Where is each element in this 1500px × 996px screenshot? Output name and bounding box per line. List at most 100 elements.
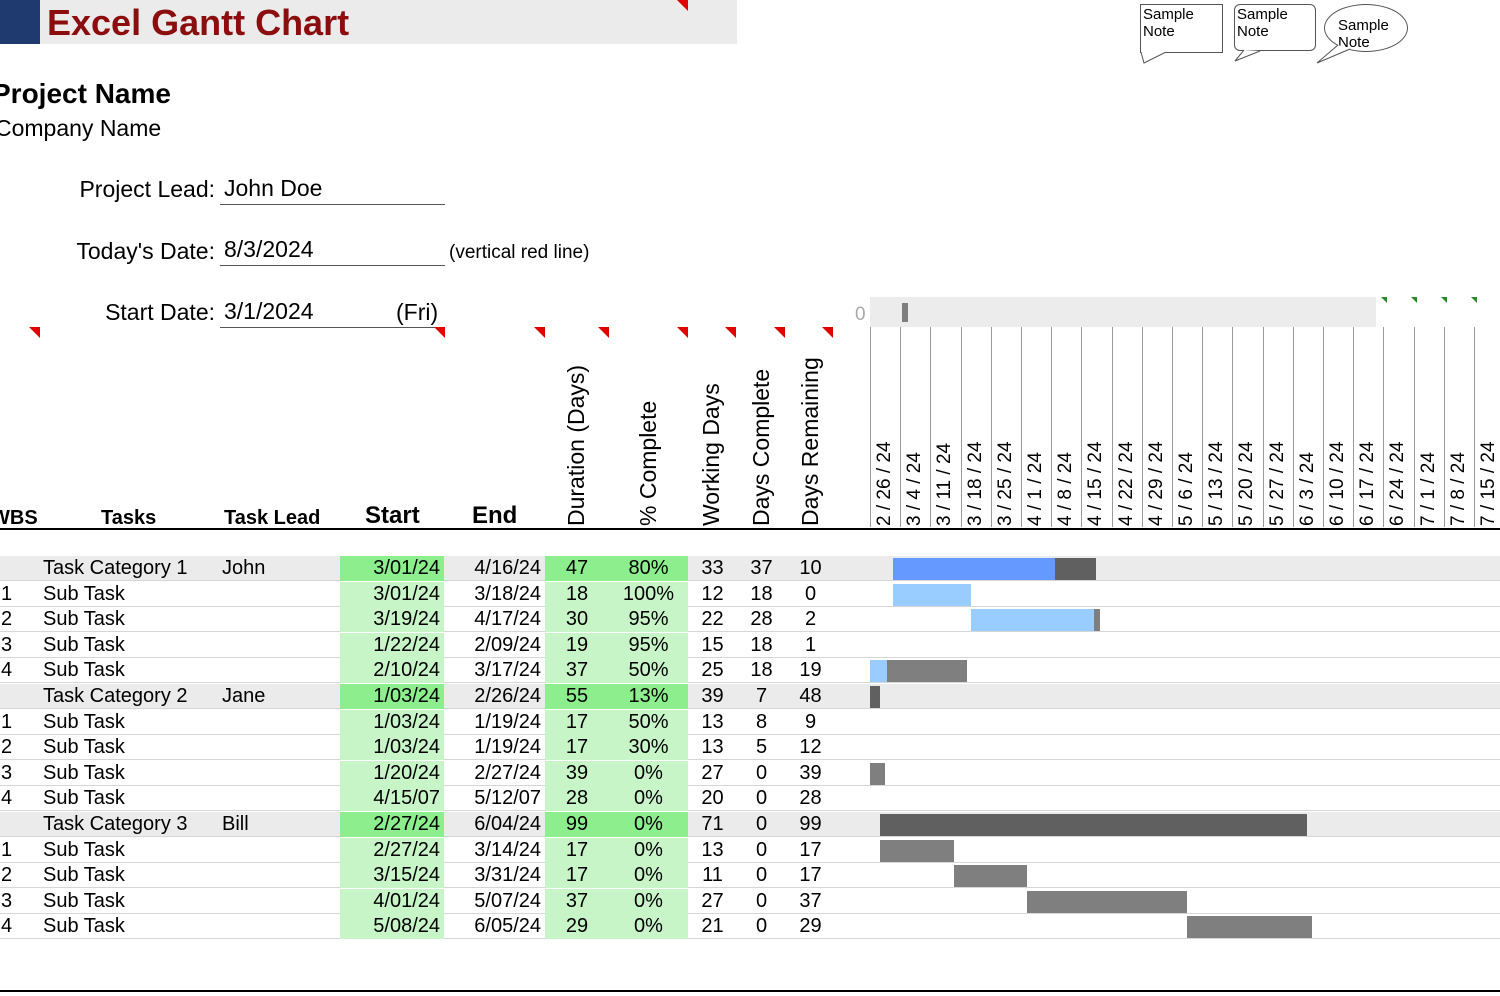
end-cell[interactable]: 6/05/24: [474, 915, 541, 938]
duration-cell[interactable]: 17: [545, 735, 609, 761]
wbs-cell[interactable]: 1: [1, 710, 13, 733]
days-remaining-cell[interactable]: 17: [799, 838, 822, 861]
task-name-cell[interactable]: Task Category 1: [43, 557, 188, 579]
wbs-cell[interactable]: [1, 556, 31, 581]
wbs-cell[interactable]: 4: [1, 915, 13, 938]
days-remaining-cell[interactable]: 0: [804, 582, 817, 605]
end-cell[interactable]: 2/09/24: [474, 633, 541, 656]
days-complete-cell[interactable]: 18: [750, 633, 773, 656]
project-lead-field[interactable]: John Doe: [220, 175, 445, 205]
wbs-cell[interactable]: [1, 812, 31, 837]
days-complete-cell[interactable]: 18: [750, 659, 773, 682]
scrollbar-thumb[interactable]: [902, 303, 908, 322]
duration-cell[interactable]: 29: [545, 914, 609, 940]
start-cell[interactable]: 1/20/24: [340, 760, 444, 786]
sample-note-3[interactable]: Sample Note: [1324, 4, 1408, 52]
working-days-cell[interactable]: 12: [701, 582, 724, 605]
end-cell[interactable]: 1/19/24: [474, 710, 541, 733]
start-cell[interactable]: 3/01/24: [340, 556, 444, 581]
days-complete-cell[interactable]: 0: [755, 838, 768, 861]
task-lead-cell[interactable]: Bill: [222, 813, 249, 835]
days-complete-cell[interactable]: 0: [755, 761, 768, 784]
task-lead-cell[interactable]: [222, 761, 332, 786]
task-lead-cell[interactable]: [222, 914, 332, 939]
wbs-cell[interactable]: 3: [1, 633, 13, 656]
task-row[interactable]: 4 Sub Task 2/10/24 3/17/24 37 50% 25 18 19: [0, 658, 1500, 684]
task-name-cell[interactable]: Sub Task: [43, 761, 125, 784]
duration-cell[interactable]: 19: [545, 632, 609, 658]
working-days-cell[interactable]: 33: [701, 557, 724, 579]
task-lead-cell[interactable]: [222, 786, 332, 811]
working-days-cell[interactable]: 27: [701, 761, 724, 784]
end-cell[interactable]: 3/17/24: [474, 659, 541, 682]
working-days-cell[interactable]: 39: [701, 685, 724, 707]
task-name-cell[interactable]: Sub Task: [43, 633, 125, 656]
end-cell[interactable]: 4/16/24: [474, 557, 541, 579]
task-lead-cell[interactable]: [222, 863, 332, 888]
task-row[interactable]: 2 Sub Task 1/03/24 1/19/24 17 30% 13 5 12: [0, 735, 1500, 761]
days-complete-cell[interactable]: 37: [750, 557, 773, 579]
task-name-cell[interactable]: Sub Task: [43, 864, 125, 887]
duration-cell[interactable]: 99: [545, 812, 609, 837]
days-complete-cell[interactable]: 28: [750, 608, 773, 631]
task-name-cell[interactable]: Task Category 3: [43, 813, 188, 835]
end-cell[interactable]: 2/26/24: [474, 685, 541, 707]
percent-complete-cell[interactable]: 0%: [609, 837, 688, 863]
duration-cell[interactable]: 39: [545, 760, 609, 786]
timeline-scrollbar[interactable]: [870, 297, 1376, 327]
comment-marker-icon[interactable]: [774, 327, 785, 338]
days-complete-cell[interactable]: 0: [755, 889, 768, 912]
working-days-cell[interactable]: 27: [701, 889, 724, 912]
wbs-cell[interactable]: 4: [1, 787, 13, 810]
duration-cell[interactable]: 17: [545, 837, 609, 863]
task-name-cell[interactable]: Sub Task: [43, 889, 125, 912]
end-cell[interactable]: 5/12/07: [474, 787, 541, 810]
days-complete-cell[interactable]: 8: [755, 710, 768, 733]
task-row[interactable]: 1 Sub Task 3/01/24 3/18/24 18 100% 12 18 0: [0, 581, 1500, 607]
task-name-cell[interactable]: Sub Task: [43, 736, 125, 759]
start-cell[interactable]: 1/03/24: [340, 684, 444, 709]
percent-complete-cell[interactable]: 0%: [609, 914, 688, 940]
percent-complete-cell[interactable]: 0%: [609, 786, 688, 812]
wbs-cell[interactable]: 2: [1, 608, 13, 631]
task-row[interactable]: 3 Sub Task 1/22/24 2/09/24 19 95% 15 18 1: [0, 632, 1500, 658]
task-name-cell[interactable]: Sub Task: [43, 582, 125, 605]
days-remaining-cell[interactable]: 9: [804, 710, 817, 733]
end-cell[interactable]: 3/14/24: [474, 838, 541, 861]
comment-marker-icon[interactable]: [677, 327, 688, 338]
task-lead-cell[interactable]: [222, 658, 332, 683]
percent-complete-cell[interactable]: 0%: [609, 760, 688, 786]
sample-note-2[interactable]: Sample Note: [1234, 4, 1316, 51]
task-name-cell[interactable]: Sub Task: [43, 838, 125, 861]
task-row[interactable]: 3 Sub Task 1/20/24 2/27/24 39 0% 27 0 39: [0, 760, 1500, 786]
working-days-cell[interactable]: 13: [701, 736, 724, 759]
start-cell[interactable]: 2/10/24: [340, 658, 444, 684]
working-days-cell[interactable]: 22: [701, 608, 724, 631]
duration-cell[interactable]: 47: [545, 556, 609, 581]
working-days-cell[interactable]: 11: [702, 864, 723, 887]
working-days-cell[interactable]: 21: [701, 915, 724, 938]
task-row[interactable]: 2 Sub Task 3/15/24 3/31/24 17 0% 11 0 17: [0, 863, 1500, 889]
duration-cell[interactable]: 17: [545, 863, 609, 889]
task-lead-cell[interactable]: [222, 838, 332, 863]
duration-cell[interactable]: 30: [545, 607, 609, 633]
sample-note-1[interactable]: Sample Note: [1140, 4, 1223, 53]
days-complete-cell[interactable]: 5: [755, 736, 768, 759]
duration-cell[interactable]: 37: [545, 888, 609, 914]
days-complete-cell[interactable]: 0: [755, 864, 768, 887]
end-cell[interactable]: 3/31/24: [474, 864, 541, 887]
percent-complete-cell[interactable]: 0%: [609, 812, 688, 837]
task-category-row[interactable]: Task Category 3 Bill 2/27/24 6/04/24 99 0% 71 0…: [0, 812, 1500, 837]
todays-date-field[interactable]: 8/3/2024: [220, 236, 445, 266]
start-cell[interactable]: 1/03/24: [340, 735, 444, 761]
task-category-row[interactable]: Task Category 1 John 3/01/24 4/16/24 47 80% 33…: [0, 556, 1500, 581]
days-complete-cell[interactable]: 0: [755, 813, 768, 835]
task-name-cell[interactable]: Sub Task: [43, 915, 125, 938]
task-row[interactable]: 1 Sub Task 2/27/24 3/14/24 17 0% 13 0 17: [0, 837, 1500, 863]
working-days-cell[interactable]: 13: [701, 710, 724, 733]
days-remaining-cell[interactable]: 12: [799, 736, 822, 759]
end-cell[interactable]: 4/17/24: [474, 608, 541, 631]
days-remaining-cell[interactable]: 1: [804, 633, 817, 656]
end-cell[interactable]: 3/18/24: [474, 582, 541, 605]
task-lead-cell[interactable]: [222, 735, 332, 760]
